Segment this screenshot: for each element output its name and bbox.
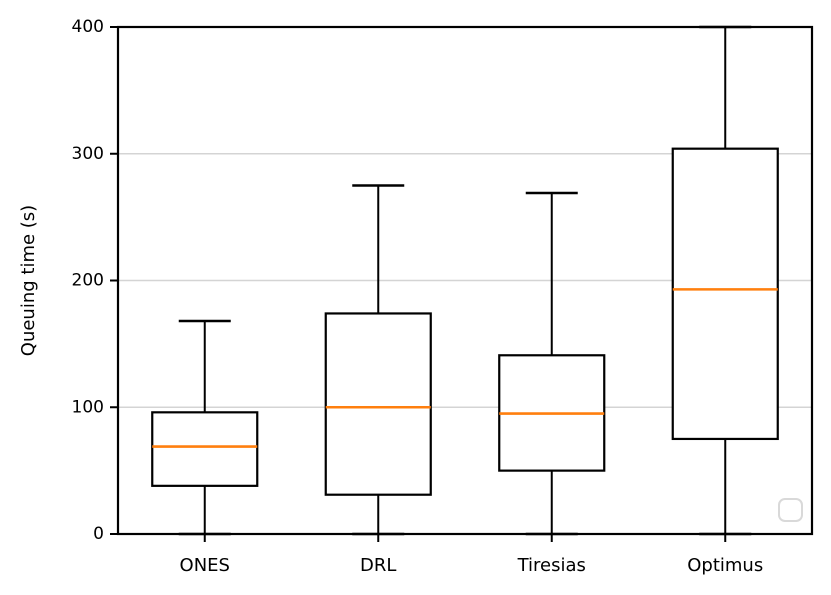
y-tick-label-400: 400 bbox=[72, 17, 104, 37]
y-tick-label-200: 200 bbox=[72, 271, 104, 291]
box-ones bbox=[151, 411, 259, 487]
x-tick-label-tiresias: Tiresias bbox=[517, 555, 586, 576]
y-tick-label-0: 0 bbox=[93, 524, 104, 544]
x-tick-label-ones: ONES bbox=[180, 555, 230, 576]
x-tick-label-drl: DRL bbox=[360, 555, 396, 576]
box-optimus bbox=[671, 147, 779, 441]
box-drl bbox=[324, 312, 432, 496]
x-tick-label-optimus: Optimus bbox=[687, 555, 763, 576]
y-tick-label-100: 100 bbox=[72, 397, 104, 417]
y-axis-label: Queuing time (s) bbox=[18, 205, 39, 356]
y-tick-label-300: 300 bbox=[72, 144, 104, 164]
legend-box-empty bbox=[778, 498, 803, 522]
